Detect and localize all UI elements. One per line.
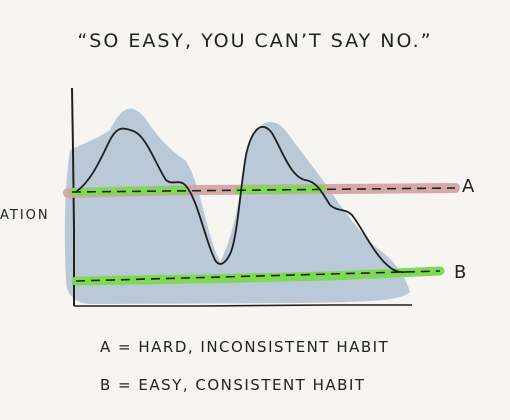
line-a-green-segment-2 [234, 185, 326, 194]
motivation-curve [75, 126, 406, 274]
y-axis-label: ation [0, 208, 50, 223]
line-b-label: B [454, 262, 467, 283]
line-a-label: A [462, 176, 475, 197]
x-axis [74, 304, 412, 307]
motivation-shaded-area [64, 108, 411, 304]
legend-a: A = Hard, inconsistent habit [100, 338, 390, 356]
line-a-dashed [71, 187, 456, 193]
line-b-dashed [75, 270, 441, 282]
diagram-title: “So easy, you can’t say no.” [77, 30, 433, 52]
legend-b: B = Easy, consistent habit [100, 376, 366, 394]
